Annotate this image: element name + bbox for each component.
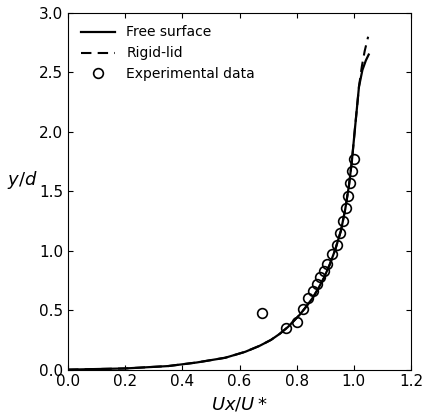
Experimental data	[350, 168, 355, 173]
Free surface	[277, 331, 282, 336]
Experimental data	[321, 268, 326, 273]
Free surface	[360, 68, 365, 73]
Rigid-lid	[352, 132, 357, 137]
Free surface	[268, 337, 273, 342]
Rigid-lid	[223, 355, 228, 360]
Experimental data	[346, 194, 351, 199]
Free surface	[65, 367, 71, 372]
Rigid-lid	[366, 34, 371, 39]
Rigid-lid	[362, 48, 367, 53]
X-axis label: $Ux/U*$: $Ux/U*$	[211, 395, 268, 413]
Line: Experimental data: Experimental data	[257, 154, 359, 333]
Rigid-lid	[316, 286, 321, 291]
Rigid-lid	[349, 159, 354, 164]
Free surface	[363, 58, 369, 63]
Experimental data	[301, 307, 306, 312]
Experimental data	[341, 218, 346, 223]
Rigid-lid	[277, 331, 282, 336]
Rigid-lid	[194, 360, 199, 365]
Rigid-lid	[166, 364, 171, 369]
Experimental data	[348, 181, 353, 186]
Rigid-lid	[291, 318, 296, 323]
Free surface	[343, 207, 348, 212]
Free surface	[356, 84, 362, 89]
Free surface	[349, 159, 354, 164]
Free surface	[352, 132, 357, 137]
Legend: Free surface, Rigid-lid, Experimental data: Free surface, Rigid-lid, Experimental da…	[75, 20, 261, 87]
Rigid-lid	[243, 349, 248, 354]
Line: Rigid-lid: Rigid-lid	[68, 37, 368, 370]
Free surface	[347, 183, 352, 188]
Free surface	[123, 366, 128, 371]
Free surface	[338, 228, 344, 233]
Rigid-lid	[354, 108, 359, 113]
Experimental data	[343, 205, 348, 210]
Free surface	[333, 247, 338, 252]
Free surface	[194, 360, 199, 365]
Experimental data	[259, 310, 264, 315]
Experimental data	[334, 242, 339, 247]
Rigid-lid	[310, 296, 315, 301]
Rigid-lid	[321, 276, 326, 281]
Free surface	[321, 276, 326, 281]
Free surface	[286, 324, 291, 329]
Free surface	[316, 286, 321, 291]
Experimental data	[317, 274, 322, 279]
Experimental data	[310, 289, 315, 294]
Rigid-lid	[303, 305, 308, 310]
Experimental data	[329, 252, 335, 257]
Free surface	[166, 364, 171, 369]
Rigid-lid	[333, 247, 338, 252]
Free surface	[354, 108, 359, 113]
Line: Free surface: Free surface	[68, 55, 369, 370]
Experimental data	[306, 296, 311, 301]
Free surface	[366, 52, 371, 57]
Experimental data	[338, 231, 343, 236]
Free surface	[291, 318, 296, 323]
Experimental data	[352, 157, 357, 162]
Rigid-lid	[338, 228, 344, 233]
Rigid-lid	[327, 262, 332, 268]
Experimental data	[324, 261, 329, 266]
Experimental data	[314, 281, 319, 286]
Rigid-lid	[297, 312, 302, 318]
Free surface	[257, 343, 262, 348]
Rigid-lid	[123, 366, 128, 371]
Free surface	[243, 349, 248, 354]
Rigid-lid	[286, 324, 291, 329]
Rigid-lid	[65, 367, 71, 372]
Rigid-lid	[347, 183, 352, 188]
Free surface	[303, 305, 308, 310]
Rigid-lid	[343, 207, 348, 212]
Experimental data	[283, 326, 289, 331]
Free surface	[223, 355, 228, 360]
Rigid-lid	[359, 64, 364, 69]
Rigid-lid	[268, 337, 273, 342]
Experimental data	[294, 320, 299, 325]
Rigid-lid	[356, 84, 362, 89]
Rigid-lid	[257, 343, 262, 348]
Y-axis label: $y/d$: $y/d$	[7, 169, 37, 191]
Free surface	[310, 296, 315, 301]
Free surface	[297, 312, 302, 318]
Free surface	[327, 262, 332, 268]
